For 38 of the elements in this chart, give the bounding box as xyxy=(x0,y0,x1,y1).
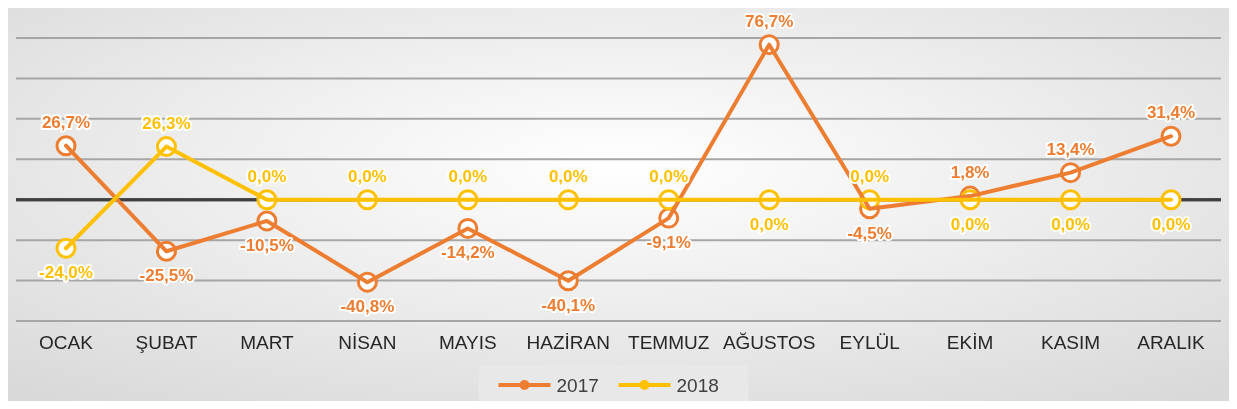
data-label: 76,7% xyxy=(745,11,794,31)
x-tick-label: AĞUSTOS xyxy=(722,332,816,353)
x-tick-label: ŞUBAT xyxy=(135,332,198,353)
data-label: -10,5% xyxy=(239,235,294,255)
data-label: 0,0% xyxy=(548,166,588,186)
data-label: 26,3% xyxy=(142,113,191,133)
x-tick-label: MAYIS xyxy=(438,332,497,353)
x-tick-label: NİSAN xyxy=(338,332,397,353)
data-label: -14,2% xyxy=(440,243,495,263)
data-label: 0,0% xyxy=(749,214,789,234)
data-label: -25,5% xyxy=(139,266,194,286)
legend-label: 2017 xyxy=(556,374,599,396)
data-label: 0,0% xyxy=(247,166,287,186)
data-label: -40,1% xyxy=(541,295,596,315)
x-tick-label: EYLÜL xyxy=(839,332,900,353)
x-tick-label: HAZİRAN xyxy=(526,332,610,353)
data-label: 0,0% xyxy=(347,166,387,186)
data-label: 0,0% xyxy=(448,166,488,186)
x-tick-label: MART xyxy=(240,332,295,353)
data-label: 0,0% xyxy=(950,214,990,234)
data-label: 0,0% xyxy=(850,166,890,186)
data-label: 0,0% xyxy=(1051,214,1090,234)
data-label: 31,4% xyxy=(1146,103,1196,123)
x-tick-label: OCAK xyxy=(39,332,94,353)
data-label: 0,0% xyxy=(1151,214,1191,234)
legend-label: 2018 xyxy=(676,374,719,396)
data-label: 26,7% xyxy=(41,112,91,132)
data-label: -4,5% xyxy=(847,223,892,243)
data-label: 0,0% xyxy=(649,166,689,186)
data-label: 13,4% xyxy=(1046,139,1095,159)
x-tick-label: KASIM xyxy=(1040,332,1101,353)
x-tick-label: TEMMUZ xyxy=(628,332,710,353)
data-label: -24,0% xyxy=(39,263,93,283)
data-label: -40,8% xyxy=(340,297,395,317)
x-tick-label: ARALIK xyxy=(1137,332,1206,353)
data-label: -9,1% xyxy=(646,233,691,253)
x-tick-label: EKİM xyxy=(946,332,994,353)
data-label: 1,8% xyxy=(950,163,990,183)
